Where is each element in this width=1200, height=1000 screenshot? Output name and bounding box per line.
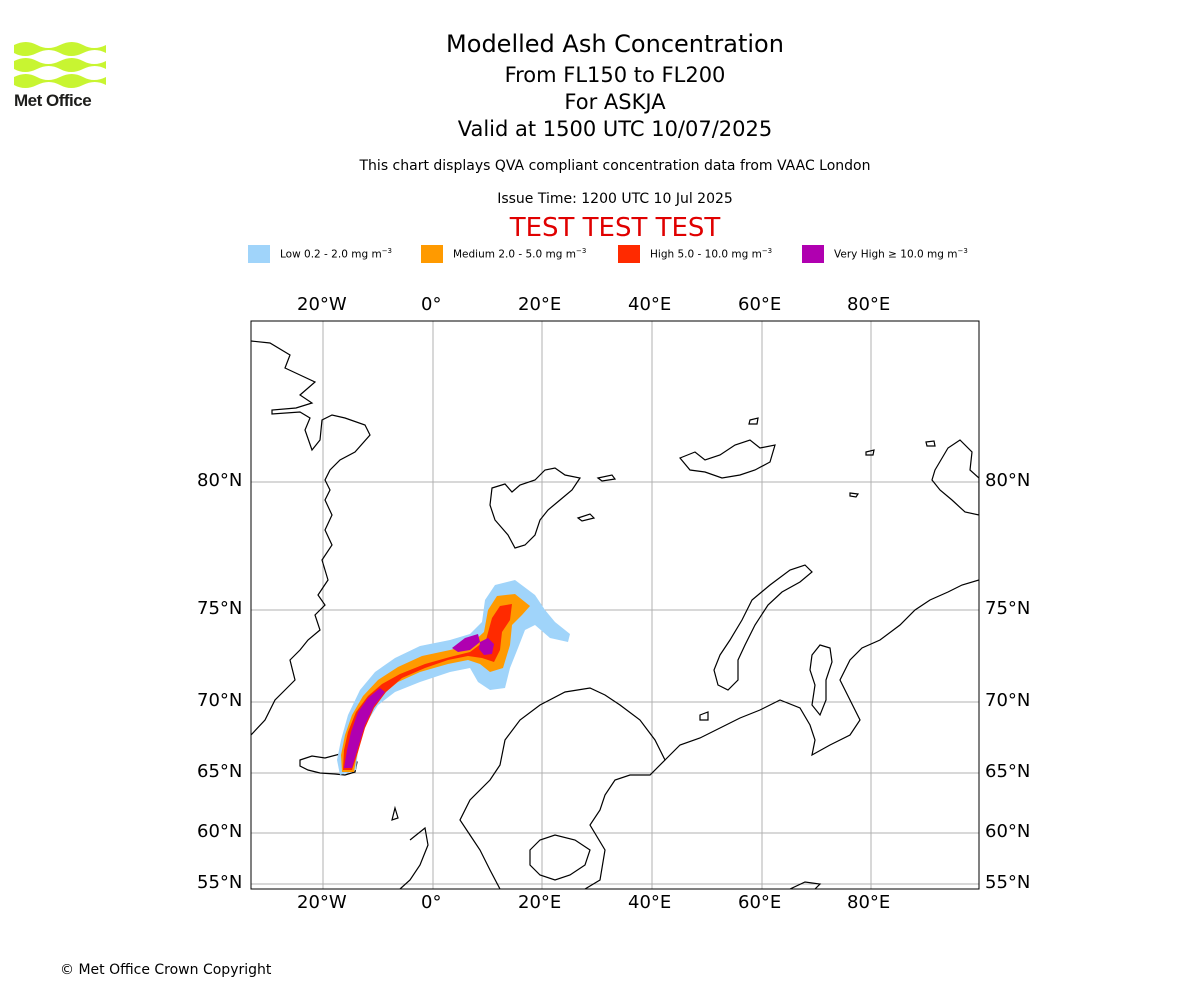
plume-low — [337, 580, 570, 775]
chart-title: Modelled Ash Concentration — [446, 30, 784, 58]
graticule — [251, 321, 979, 889]
legend-label-high: High 5.0 - 10.0 mg m−3 — [650, 247, 773, 261]
lat-label-right-65n: 65°N — [985, 761, 1031, 782]
legend-swatch-medium — [421, 245, 443, 263]
ash-plume — [337, 580, 570, 775]
validity-time: Valid at 1500 UTC 10/07/2025 — [457, 117, 773, 141]
lat-label-left-70n: 70°N — [197, 690, 243, 711]
map-frame — [250, 320, 980, 890]
met-office-wordmark: Met Office — [14, 91, 92, 110]
coastlines — [251, 340, 979, 889]
plume-medium — [341, 594, 530, 772]
test-banner: TEST TEST TEST — [509, 213, 721, 243]
lon-label-top-80e: 80°E — [847, 294, 891, 315]
lon-label-bottom-60e: 60°E — [738, 892, 782, 913]
legend-label-medium: Medium 2.0 - 5.0 mg m−3 — [453, 247, 587, 261]
coast-franz-josef — [679, 439, 776, 479]
lon-label-bottom-0: 0° — [421, 892, 442, 913]
flight-level-range: From FL150 to FL200 — [504, 63, 726, 87]
coast-russia — [664, 579, 979, 761]
legend-label-low: Low 0.2 - 2.0 mg m−3 — [280, 247, 393, 261]
plume-high — [343, 604, 512, 770]
coast-severnaya-zemlya — [931, 439, 979, 516]
lon-label-top-0: 0° — [421, 294, 442, 315]
lat-label-left-80n: 80°N — [197, 470, 243, 491]
lat-label-right-55n: 55°N — [985, 872, 1031, 893]
lon-label-top-20w: 20°W — [297, 294, 347, 315]
lat-label-left-60n: 60°N — [197, 821, 243, 842]
lat-label-left-55n: 55°N — [197, 872, 243, 893]
issue-time: Issue Time: 1200 UTC 10 Jul 2025 — [497, 191, 733, 207]
lon-label-top-60e: 60°E — [738, 294, 782, 315]
lat-label-right-60n: 60°N — [985, 821, 1031, 842]
legend-item-low: Low 0.2 - 2.0 mg m−3 — [248, 244, 392, 264]
lon-label-bottom-20e: 20°E — [518, 892, 562, 913]
chart-description: This chart displays QVA compliant concen… — [359, 158, 871, 174]
legend-label-very-high: Very High ≥ 10.0 mg m−3 — [834, 247, 968, 261]
legend-item-high: High 5.0 - 10.0 mg m−3 — [618, 244, 772, 264]
legend-swatch-very-high — [802, 245, 824, 263]
lat-label-right-80n: 80°N — [985, 470, 1031, 491]
coast-scandinavia — [459, 687, 666, 889]
coast-novaya-zemlya — [713, 564, 813, 691]
lon-label-bottom-40e: 40°E — [628, 892, 672, 913]
coast-iceland — [299, 753, 358, 776]
met-office-logo — [14, 42, 106, 88]
legend-item-very-high: Very High ≥ 10.0 mg m−3 — [802, 244, 968, 264]
coast-greenland — [251, 340, 371, 736]
legend-item-medium: Medium 2.0 - 5.0 mg m−3 — [421, 244, 586, 264]
lon-label-top-40e: 40°E — [628, 294, 672, 315]
lon-label-top-20e: 20°E — [518, 294, 562, 315]
legend-swatch-low — [248, 245, 270, 263]
lon-label-bottom-20w: 20°W — [297, 892, 347, 913]
coast-svalbard — [489, 467, 581, 549]
lat-label-right-70n: 70°N — [985, 690, 1031, 711]
lat-label-right-75n: 75°N — [985, 598, 1031, 619]
copyright-notice: © Met Office Crown Copyright — [60, 962, 272, 978]
lat-label-left-65n: 65°N — [197, 761, 243, 782]
lat-label-left-75n: 75°N — [197, 598, 243, 619]
legend-swatch-high — [618, 245, 640, 263]
lon-label-bottom-80e: 80°E — [847, 892, 891, 913]
volcano-name: For ASKJA — [564, 90, 666, 114]
plume-very-high — [344, 688, 385, 768]
